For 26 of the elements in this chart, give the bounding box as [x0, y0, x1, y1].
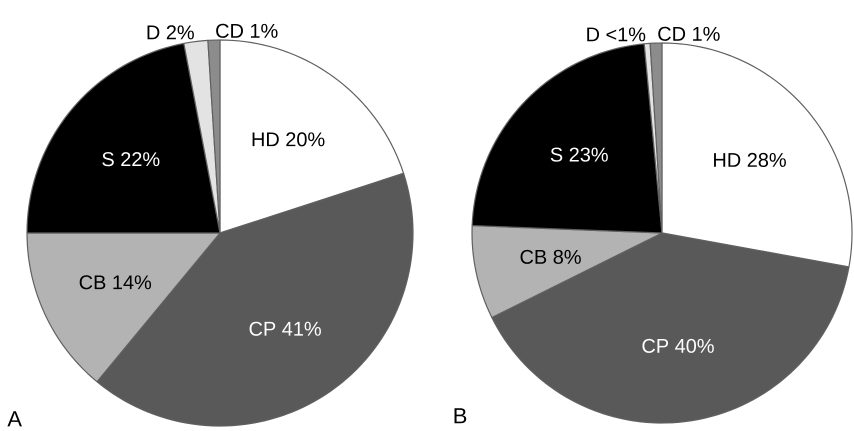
data-label: <1% — [606, 27, 646, 42]
slice-label: CD — [658, 26, 686, 41]
slice-label: CD — [216, 24, 243, 38]
text: B — [454, 408, 466, 424]
slice-label: HD — [714, 153, 740, 167]
slice-label: CP — [250, 322, 276, 336]
text: A — [7, 411, 22, 426]
data-label: 1% — [693, 26, 720, 41]
slice-label: CB — [520, 250, 546, 264]
slice-label: CP — [642, 338, 668, 353]
data-label: 22% — [121, 152, 160, 166]
data-label: 20% — [286, 132, 324, 146]
slice-label: D — [148, 26, 160, 40]
slice-label: D — [587, 28, 600, 42]
slice-label: S — [550, 148, 562, 162]
data-label: 28% — [748, 152, 786, 167]
slice-label: HD — [252, 132, 279, 146]
data-label: 40% — [675, 338, 714, 353]
slice-label: S — [102, 152, 114, 166]
data-label: 41% — [282, 322, 321, 336]
data-label: 8% — [554, 250, 581, 264]
data-label: 1% — [250, 24, 278, 38]
slice-label: CB — [80, 275, 106, 290]
data-label: 14% — [113, 275, 152, 290]
data-label: 23% — [570, 148, 608, 162]
data-label: 2% — [166, 25, 194, 40]
